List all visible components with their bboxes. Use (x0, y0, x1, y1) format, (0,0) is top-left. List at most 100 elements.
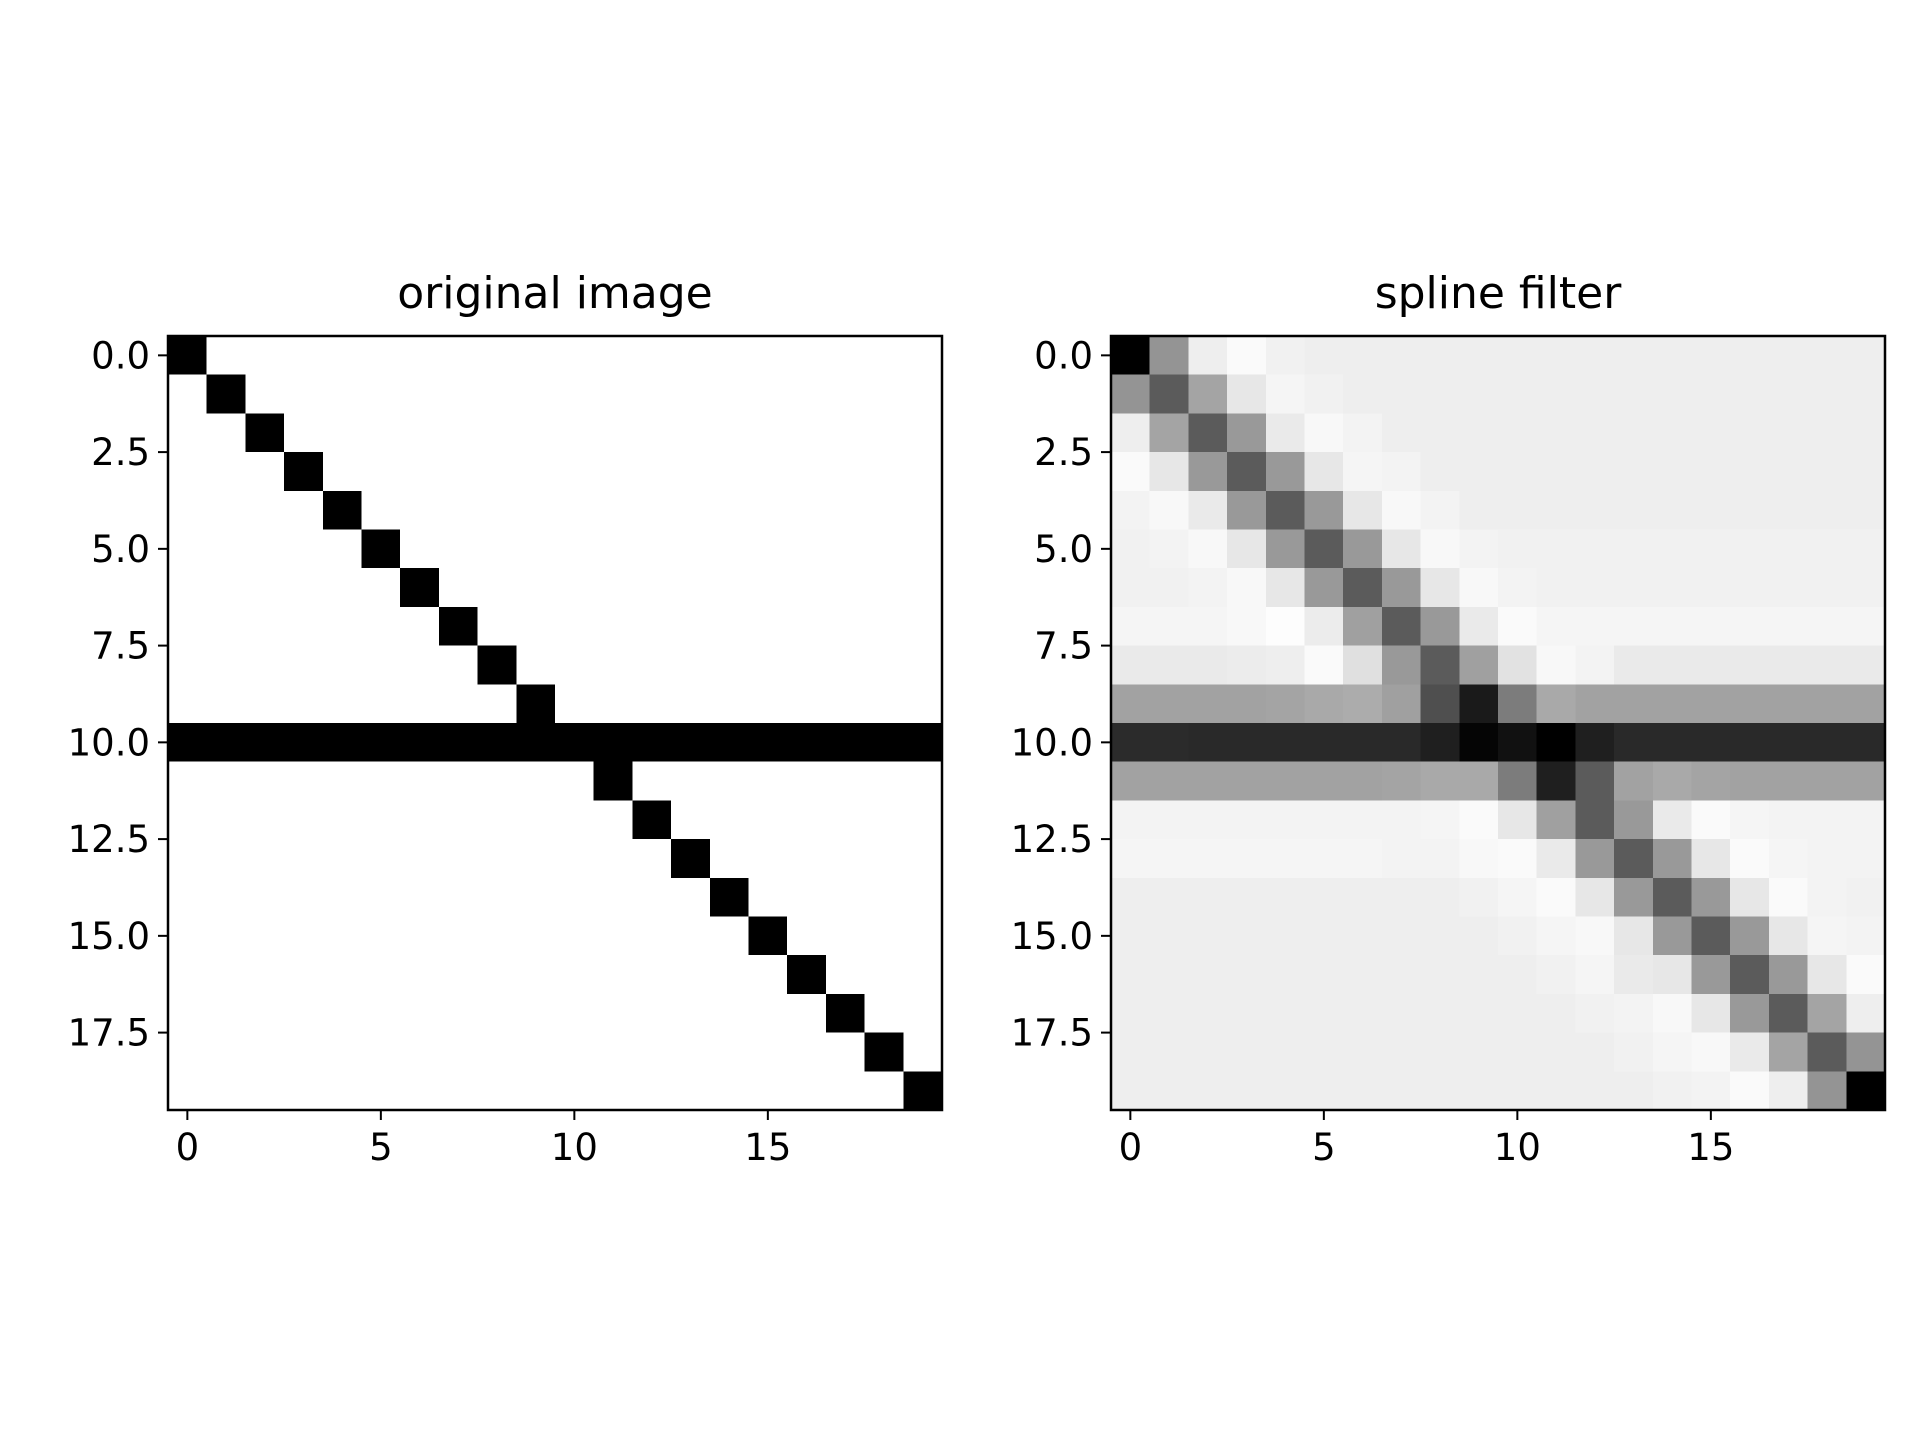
heatmap-cell (1652, 529, 1693, 569)
heatmap-cell (748, 761, 788, 801)
heatmap-cell (1575, 413, 1615, 453)
heatmap-cell (1807, 800, 1847, 840)
heatmap-cell (1846, 916, 1886, 956)
heatmap-cell (1614, 413, 1654, 453)
heatmap-cell (1188, 606, 1228, 647)
heatmap-cell (1188, 336, 1228, 376)
heatmap-cell (555, 684, 595, 724)
heatmap-cell (864, 413, 904, 453)
heatmap-cell (1691, 955, 1731, 995)
heatmap-cell (284, 336, 324, 376)
panel-title: original image (397, 268, 713, 319)
heatmap-cell (1846, 645, 1886, 685)
heatmap-cell (1111, 490, 1151, 531)
heatmap-cell (825, 761, 866, 801)
heatmap-cell (1420, 336, 1460, 376)
heatmap-cell (1730, 529, 1770, 569)
heatmap-cell (1807, 916, 1847, 956)
heatmap-cell (1459, 1071, 1499, 1111)
heatmap-cell (709, 993, 750, 1034)
heatmap-cell (1459, 490, 1499, 531)
heatmap-cell (361, 374, 401, 414)
heatmap-cell (1343, 877, 1383, 918)
heatmap-cell (168, 839, 208, 879)
heatmap-cell (1343, 645, 1383, 685)
heatmap-cell (206, 916, 246, 956)
heatmap-cell (284, 374, 324, 414)
heatmap-cell (322, 800, 363, 840)
heatmap-cell (1149, 1032, 1189, 1072)
heatmap-cell (1420, 684, 1460, 724)
heatmap-cell (632, 684, 672, 724)
heatmap-cell (632, 645, 672, 685)
heatmap-cell (1149, 761, 1189, 801)
heatmap-cell (1227, 684, 1267, 724)
heatmap-cell (632, 839, 672, 879)
heatmap-cell (516, 916, 556, 956)
heatmap-cell (1536, 839, 1576, 879)
heatmap-cell (903, 723, 943, 763)
heatmap-cell (903, 955, 943, 995)
heatmap-cell (400, 800, 440, 840)
heatmap-cell (516, 336, 556, 376)
heatmap-cell (1227, 568, 1267, 608)
heatmap-cell (1381, 490, 1422, 531)
heatmap-cell (516, 645, 556, 685)
heatmap-cell (284, 645, 324, 685)
heatmap-cell (1730, 336, 1770, 376)
heatmap-cell (1420, 800, 1460, 840)
heatmap-cell (1343, 413, 1383, 453)
heatmap-cell (1498, 723, 1538, 763)
heatmap-cell (1227, 606, 1267, 647)
heatmap-cell (632, 374, 672, 414)
heatmap-cell (903, 374, 943, 414)
heatmap-cell (1846, 336, 1886, 376)
heatmap-cell (322, 955, 363, 995)
heatmap-cell (1768, 800, 1809, 840)
heatmap-cell (1420, 877, 1460, 918)
heatmap-cell (555, 374, 595, 414)
heatmap-cell (825, 336, 866, 376)
heatmap-cell (825, 839, 866, 879)
x-tick-label: 0 (1119, 1126, 1143, 1169)
heatmap-cell (168, 761, 208, 801)
heatmap-cell (168, 413, 208, 453)
heatmap-cell (361, 1032, 401, 1072)
heatmap-cell (1536, 723, 1576, 763)
heatmap-cell (671, 723, 711, 763)
heatmap-cell (632, 993, 672, 1034)
heatmap-cell (1420, 645, 1460, 685)
y-tick-label: 2.5 (1034, 431, 1093, 474)
heatmap-cell (245, 761, 285, 801)
heatmap-cell (1498, 761, 1538, 801)
heatmap-cell (1575, 723, 1615, 763)
heatmap-cell (825, 993, 866, 1034)
heatmap-cell (1614, 993, 1654, 1034)
heatmap-cell (1807, 413, 1847, 453)
heatmap-cell (1265, 1032, 1306, 1072)
heatmap-cell (1227, 1032, 1267, 1072)
heatmap-cell (284, 1032, 324, 1072)
heatmap-cell (1381, 374, 1422, 414)
heatmap-cell (477, 723, 517, 763)
heatmap-cell (1846, 413, 1886, 453)
heatmap-cell (1691, 1032, 1731, 1072)
heatmap-cell (632, 606, 672, 647)
heatmap-cell (438, 993, 479, 1034)
heatmap-cell (593, 839, 633, 879)
heatmap-cell (748, 336, 788, 376)
heatmap-cell (1768, 684, 1809, 724)
heatmap-cell (1498, 800, 1538, 840)
heatmap-cell (477, 336, 517, 376)
heatmap-cell (1304, 955, 1344, 995)
heatmap-cell (1459, 916, 1499, 956)
heatmap-cell (1575, 452, 1615, 492)
heatmap-cell (1265, 993, 1306, 1034)
heatmap-cell (903, 452, 943, 492)
heatmap-cell (1536, 490, 1576, 531)
heatmap-cell (322, 452, 363, 492)
heatmap-cell (1149, 839, 1189, 879)
heatmap-cell (322, 413, 363, 453)
heatmap-cell (206, 761, 246, 801)
heatmap-cell (1730, 877, 1770, 918)
